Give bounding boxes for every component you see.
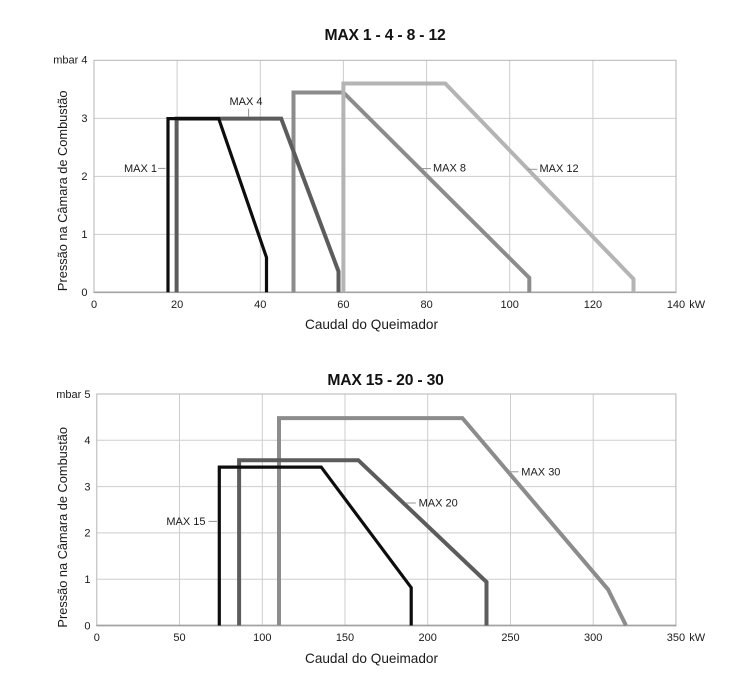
svg-text:MAX 15: MAX 15 xyxy=(166,516,205,528)
svg-text:kW: kW xyxy=(689,299,706,311)
svg-text:4: 4 xyxy=(84,435,90,447)
svg-text:250: 250 xyxy=(501,632,519,644)
svg-text:Caudal do Queimador: Caudal do Queimador xyxy=(305,317,438,332)
svg-text:0: 0 xyxy=(94,632,100,644)
svg-text:150: 150 xyxy=(336,632,354,644)
svg-text:3: 3 xyxy=(84,481,90,493)
svg-text:Caudal do Queimador: Caudal do Queimador xyxy=(305,651,438,666)
svg-text:20: 20 xyxy=(171,299,183,311)
svg-text:1: 1 xyxy=(81,229,87,241)
svg-text:60: 60 xyxy=(337,299,349,311)
svg-text:3: 3 xyxy=(81,113,87,125)
svg-text:100: 100 xyxy=(253,632,271,644)
svg-text:mbar 4: mbar 4 xyxy=(53,55,87,67)
svg-text:50: 50 xyxy=(173,632,185,644)
svg-text:100: 100 xyxy=(501,299,519,311)
svg-text:Pressão na Câmara de Combustão: Pressão na Câmara de Combustão xyxy=(55,91,70,292)
svg-text:1: 1 xyxy=(84,574,90,586)
svg-text:0: 0 xyxy=(81,287,87,299)
svg-text:MAX 30: MAX 30 xyxy=(521,467,560,479)
svg-text:120: 120 xyxy=(584,299,602,311)
svg-text:2: 2 xyxy=(84,528,90,540)
svg-text:350: 350 xyxy=(667,632,685,644)
svg-text:MAX 4: MAX 4 xyxy=(229,96,262,108)
svg-text:0: 0 xyxy=(84,620,90,632)
svg-text:300: 300 xyxy=(584,632,602,644)
svg-text:40: 40 xyxy=(254,299,266,311)
svg-text:Pressão na Câmara de Combustão: Pressão na Câmara de Combustão xyxy=(55,427,70,628)
svg-text:MAX 15 - 20 - 30: MAX 15 - 20 - 30 xyxy=(327,372,444,389)
svg-text:MAX 1 - 4 - 8 - 12: MAX 1 - 4 - 8 - 12 xyxy=(324,27,446,44)
svg-text:140: 140 xyxy=(667,299,685,311)
svg-text:MAX 12: MAX 12 xyxy=(540,163,579,175)
svg-text:mbar 5: mbar 5 xyxy=(56,389,90,401)
svg-text:MAX 8: MAX 8 xyxy=(433,163,466,175)
svg-text:MAX 1: MAX 1 xyxy=(124,163,157,175)
svg-text:MAX 20: MAX 20 xyxy=(419,497,458,509)
svg-text:200: 200 xyxy=(419,632,437,644)
svg-text:2: 2 xyxy=(81,171,87,183)
svg-text:0: 0 xyxy=(91,299,97,311)
svg-text:kW: kW xyxy=(689,632,706,644)
svg-text:80: 80 xyxy=(420,299,432,311)
